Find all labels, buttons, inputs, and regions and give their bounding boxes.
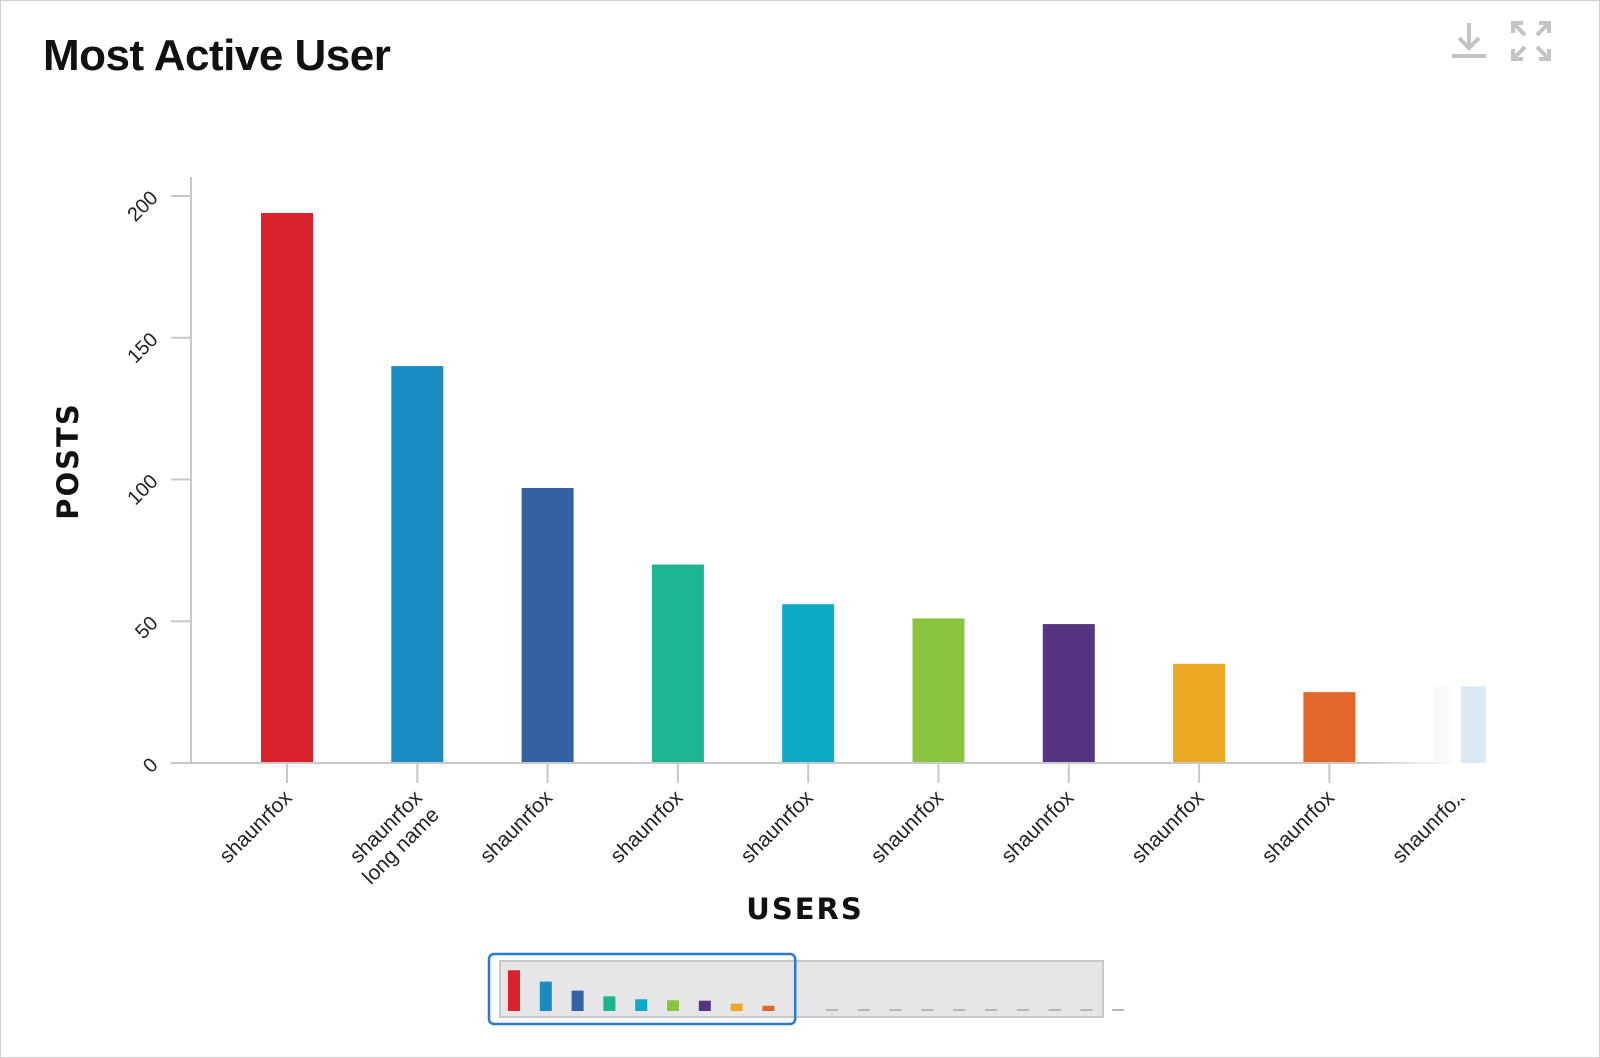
x-tick-label: shaunrfox	[476, 786, 558, 868]
y-tick-label: 50	[131, 612, 162, 643]
navigator-bar	[1048, 1009, 1061, 1011]
y-axis: 0 50 100 150 200	[123, 177, 192, 777]
navigator-bar	[889, 1009, 902, 1011]
navigator-bar	[635, 999, 648, 1011]
navigator-bar	[953, 1009, 966, 1011]
page-title: Most Active User	[43, 31, 391, 80]
x-tick-label: shaunrfox	[606, 786, 688, 868]
navigator-bar	[667, 1000, 679, 1011]
navigator-bar	[1016, 1009, 1029, 1011]
navigator-bar	[539, 981, 552, 1011]
y-tick-label: 100	[123, 470, 162, 509]
navigator-bar	[857, 1009, 870, 1011]
bar[interactable]	[1173, 663, 1226, 763]
overflow-fade	[1361, 661, 1461, 801]
navigator-bar	[508, 970, 520, 1011]
x-axis: shaunrfox shaunrfoxlong name shaunrfox shau…	[191, 762, 1470, 889]
navigator-bar	[762, 1005, 775, 1011]
navigator-bar	[1080, 1009, 1093, 1011]
bar[interactable]	[912, 618, 965, 763]
navigator-bar	[730, 1003, 743, 1011]
y-tick-label: 200	[123, 187, 162, 226]
fullscreen-button[interactable]	[1509, 19, 1553, 63]
x-tick-label: shaunrfox	[1127, 786, 1209, 868]
y-tick-label: 0	[139, 754, 162, 777]
navigator-bar	[985, 1009, 997, 1011]
bar[interactable]	[521, 488, 574, 763]
navigator-bar	[698, 1000, 711, 1011]
bar[interactable]	[391, 366, 444, 763]
x-tick-label: shaunrfox	[215, 786, 297, 868]
navigator-bar	[921, 1009, 934, 1011]
download-icon	[1452, 23, 1486, 58]
x-tick-label: shaunrfox	[997, 786, 1079, 868]
navigator-window[interactable]	[487, 952, 797, 1026]
range-navigator[interactable]	[487, 952, 1125, 1026]
bar[interactable]	[651, 564, 704, 763]
bar[interactable]	[1042, 624, 1095, 763]
navigator-bar	[1112, 1009, 1125, 1011]
expand-icon	[1511, 21, 1551, 61]
navigator-bar	[826, 1009, 838, 1011]
x-axis-title: USERS	[746, 892, 863, 926]
y-axis-title: POSTS	[51, 402, 85, 519]
x-tick-label: shaunrfox	[1257, 786, 1339, 868]
navigator-bar	[603, 996, 616, 1011]
x-tick-label: shaunrfox	[736, 786, 818, 868]
y-tick-label: 150	[123, 329, 162, 368]
download-button[interactable]	[1447, 19, 1491, 63]
bars	[261, 213, 1486, 763]
x-tick-label: shaunrfoxlong name	[341, 786, 444, 889]
bar[interactable]	[782, 604, 835, 763]
x-tick-label: shaunrfox	[867, 786, 949, 868]
navigator-bar	[794, 1005, 807, 1011]
navigator-bar	[571, 990, 584, 1011]
bar[interactable]	[261, 213, 313, 763]
bar[interactable]	[1303, 692, 1356, 763]
